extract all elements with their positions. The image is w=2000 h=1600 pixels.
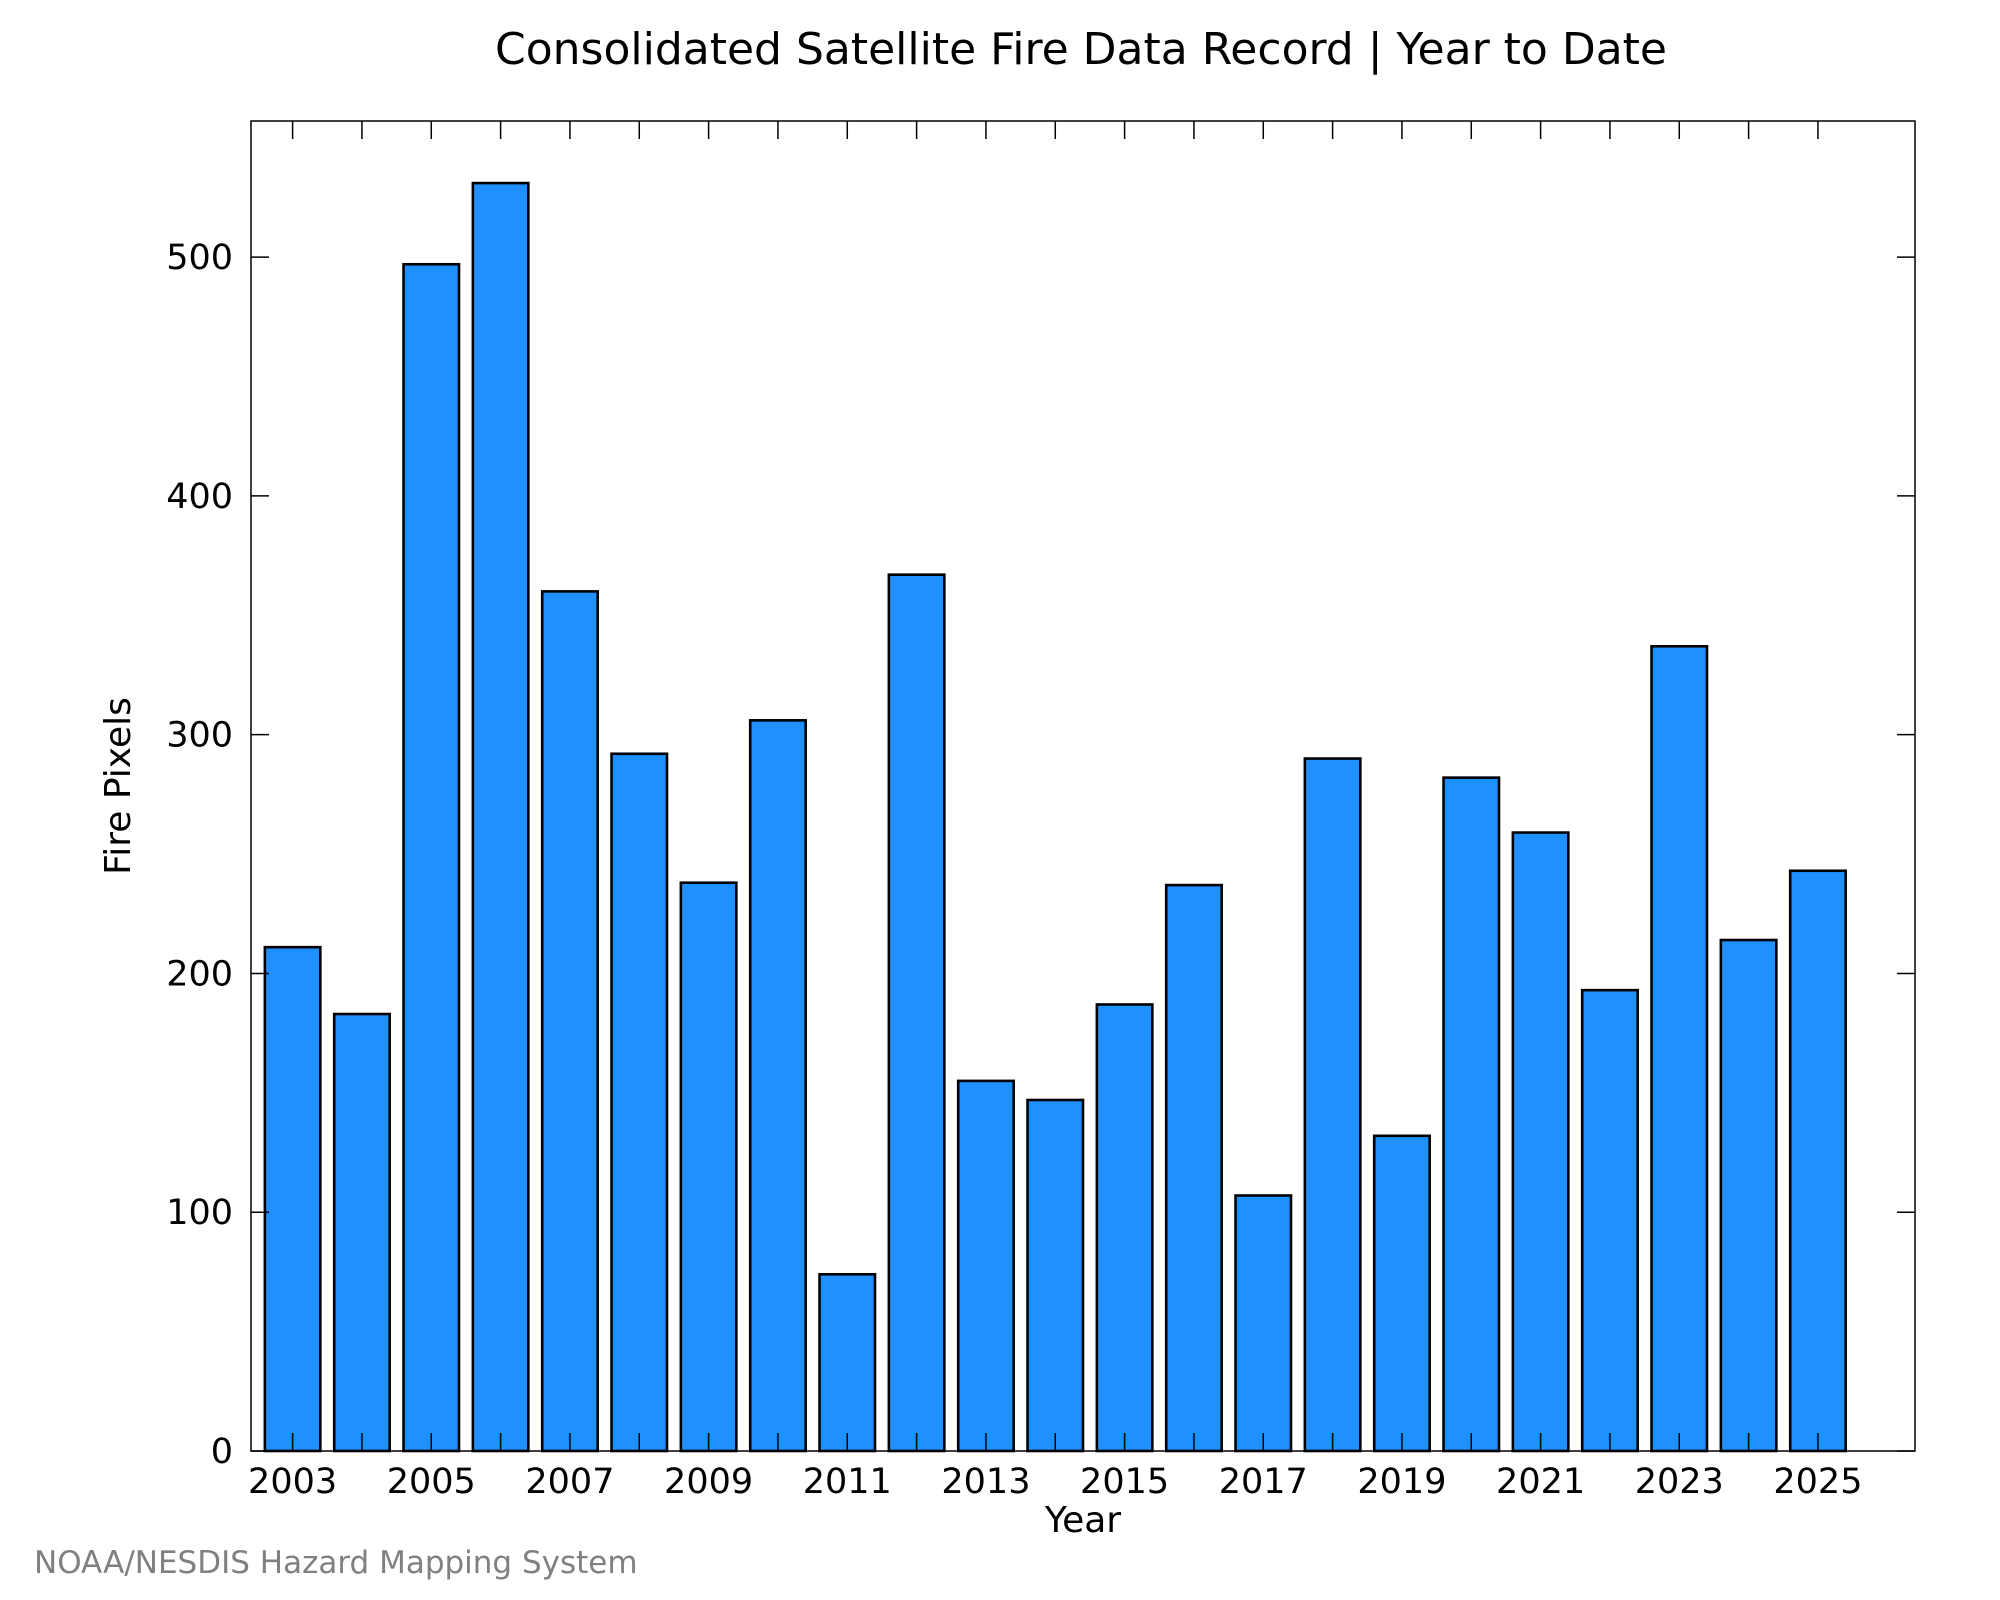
bar-2018 [1303, 757, 1362, 1453]
plot-frame [250, 120, 1916, 1452]
x-axis-label: Year [1044, 1500, 1121, 1541]
y-tick-label-300: 300 [166, 716, 233, 756]
bar-2010 [748, 719, 807, 1453]
bar-2019 [1372, 1134, 1431, 1453]
bars-group [263, 181, 1847, 1453]
x-tick-label-2019: 2019 [1357, 1462, 1446, 1502]
bar-2009 [679, 881, 738, 1453]
bar-2014 [1026, 1098, 1085, 1453]
bar-2005 [402, 262, 461, 1453]
bar-2012 [887, 573, 946, 1453]
x-tick-label-2003: 2003 [248, 1462, 337, 1502]
bar-2008 [610, 752, 669, 1453]
credit-text: NOAA/NESDIS Hazard Mapping System [34, 1545, 638, 1581]
x-tick-label-2015: 2015 [1080, 1462, 1169, 1502]
ticks-group: 2003 2005 2007 2009 2011 2013 2015 2017 2019 2021… [166, 121, 1915, 1502]
y-tick-label-200: 200 [166, 954, 233, 994]
bar-2022 [1580, 988, 1639, 1453]
y-tick-label-500: 500 [166, 238, 233, 278]
x-tick-label-2005: 2005 [387, 1462, 476, 1502]
bar-2006 [471, 181, 530, 1453]
x-tick-label-2017: 2017 [1219, 1462, 1308, 1502]
y-axis-label: Fire Pixels [98, 697, 139, 875]
bar-2017 [1234, 1194, 1293, 1453]
bar-2021 [1511, 831, 1570, 1453]
x-tick-label-2013: 2013 [941, 1462, 1030, 1502]
x-tick-label-2007: 2007 [525, 1462, 614, 1502]
chart-title: Consolidated Satellite Fire Data Record … [495, 24, 1667, 75]
bar-2024 [1719, 938, 1778, 1453]
y-tick-label-100: 100 [166, 1193, 233, 1233]
y-tick-label-0: 0 [211, 1432, 233, 1472]
bar-2025 [1788, 869, 1847, 1453]
bar-2011 [818, 1273, 877, 1453]
bar-2007 [540, 590, 599, 1453]
bar-2003 [263, 945, 322, 1453]
bar-2015 [1095, 1003, 1154, 1453]
bar-2020 [1442, 776, 1501, 1453]
x-tick-label-2021: 2021 [1496, 1462, 1585, 1502]
x-tick-label-2023: 2023 [1635, 1462, 1724, 1502]
bar-2013 [956, 1079, 1015, 1453]
bar-2004 [332, 1012, 391, 1453]
x-tick-label-2009: 2009 [664, 1462, 753, 1502]
bar-2016 [1164, 883, 1223, 1453]
bar-2023 [1650, 645, 1709, 1453]
x-tick-label-2011: 2011 [803, 1462, 892, 1502]
y-tick-label-400: 400 [166, 477, 233, 517]
x-tick-label-2025: 2025 [1773, 1462, 1862, 1502]
